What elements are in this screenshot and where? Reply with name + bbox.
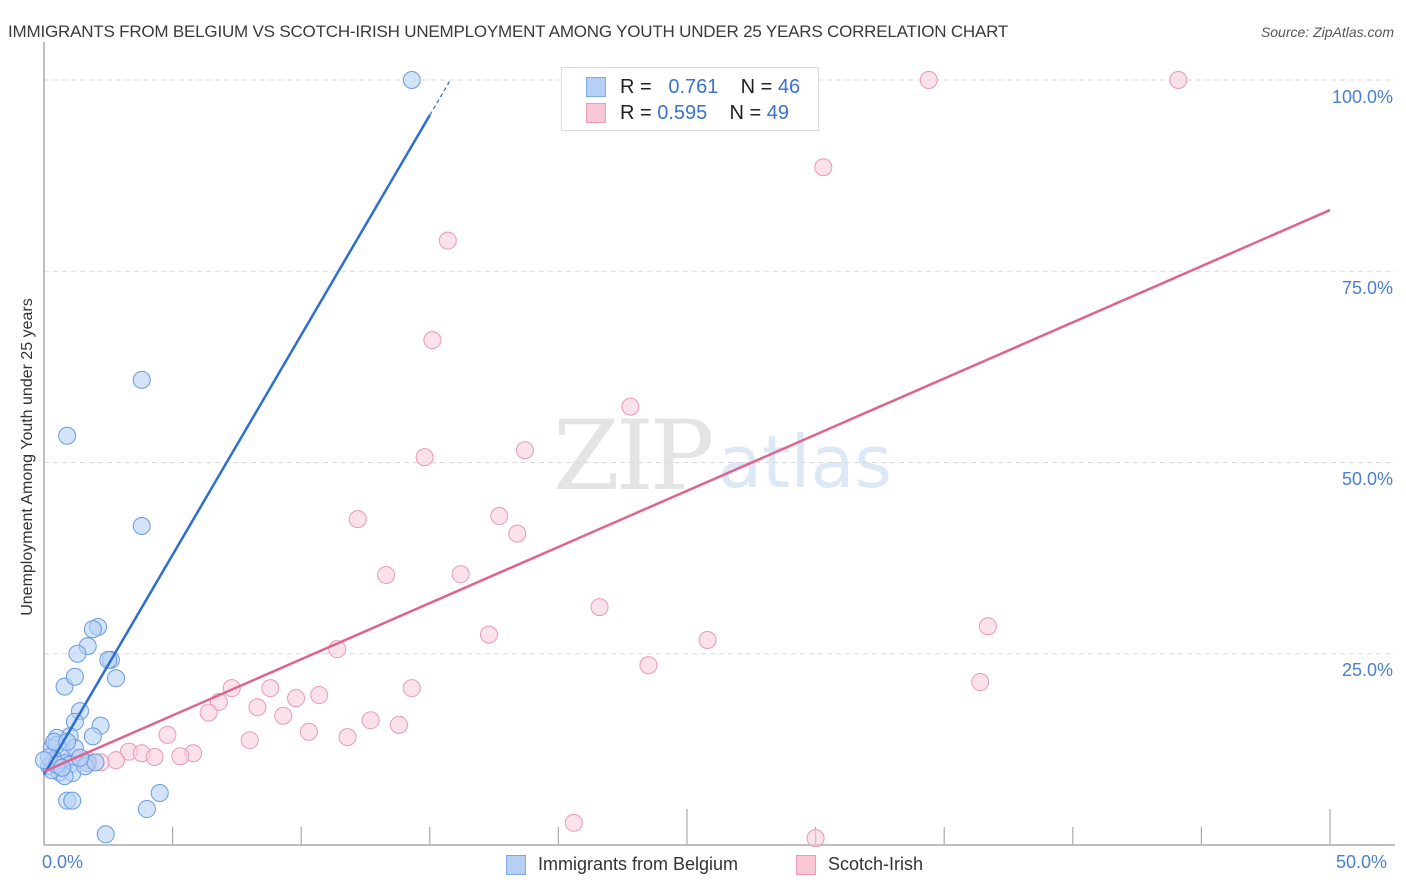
legend-label: Immigrants from Belgium bbox=[538, 854, 739, 874]
y-tick-25: 25.0% bbox=[1341, 660, 1393, 680]
data-point bbox=[415, 448, 434, 467]
legend-swatch-blue bbox=[506, 854, 526, 875]
legend-item-scotch-irish[interactable]: Scotch-Irish bbox=[796, 854, 923, 875]
y-tick-100: 100.0% bbox=[1331, 87, 1393, 107]
data-point bbox=[698, 630, 717, 649]
data-point bbox=[274, 706, 293, 725]
data-point bbox=[132, 516, 151, 535]
scotch-irish-points bbox=[42, 71, 1188, 848]
data-point bbox=[806, 829, 825, 848]
data-point bbox=[199, 703, 218, 722]
data-point bbox=[58, 426, 77, 445]
belgium-trend-extension bbox=[429, 79, 451, 116]
source-link[interactable]: Source: ZipAtlas.com bbox=[1260, 24, 1394, 40]
data-point bbox=[919, 71, 938, 89]
data-point bbox=[96, 825, 115, 844]
data-point bbox=[508, 524, 527, 543]
data-point bbox=[423, 331, 442, 350]
data-point bbox=[402, 679, 421, 698]
series-legend: Immigrants from Belgium Scotch-Irish bbox=[0, 852, 1406, 878]
data-point bbox=[65, 667, 84, 686]
legend-swatch-blue bbox=[586, 77, 606, 97]
data-point bbox=[63, 791, 82, 810]
data-point bbox=[639, 656, 658, 675]
data-point bbox=[361, 711, 380, 730]
data-point bbox=[402, 71, 421, 89]
data-point bbox=[621, 397, 640, 416]
axes bbox=[43, 42, 1395, 846]
data-point bbox=[261, 679, 280, 698]
data-point bbox=[158, 725, 177, 744]
data-point bbox=[132, 370, 151, 389]
data-point bbox=[564, 813, 583, 832]
data-point bbox=[86, 753, 105, 772]
n-label: N = bbox=[740, 75, 773, 98]
data-point bbox=[490, 507, 509, 526]
x-tick-0: 0.0% bbox=[42, 852, 84, 872]
data-point bbox=[145, 748, 164, 767]
legend-swatch-pink bbox=[796, 854, 816, 875]
data-point bbox=[348, 510, 367, 529]
legend-item-belgium[interactable]: Immigrants from Belgium bbox=[506, 854, 738, 875]
data-point bbox=[377, 565, 396, 584]
data-point bbox=[299, 722, 318, 741]
data-point bbox=[438, 231, 457, 250]
r-label: R = bbox=[620, 101, 652, 124]
data-point bbox=[240, 731, 259, 750]
data-point bbox=[83, 727, 102, 746]
y-tick-50: 50.0% bbox=[1341, 469, 1393, 489]
data-point bbox=[310, 686, 329, 705]
y-axis-label: Unemployment Among Youth under 25 years bbox=[19, 298, 36, 616]
legend-label: Scotch-Irish bbox=[828, 854, 924, 874]
data-point bbox=[479, 625, 498, 644]
belgium-trend-line bbox=[42, 114, 431, 776]
data-point bbox=[590, 598, 609, 617]
data-point bbox=[971, 673, 990, 692]
n-label: N = bbox=[729, 101, 762, 124]
data-point bbox=[150, 783, 169, 802]
data-point bbox=[814, 158, 833, 177]
legend-swatch-pink bbox=[586, 103, 606, 123]
belgium-points bbox=[35, 71, 421, 844]
y-tick-75: 75.0% bbox=[1341, 278, 1393, 298]
legend-row-belgium: R = 0.761 N = 46 bbox=[586, 75, 800, 99]
n-value: 49 bbox=[766, 101, 790, 124]
watermark-zip: ZIP bbox=[553, 400, 714, 512]
chart-title: IMMIGRANTS FROM BELGIUM VS SCOTCH-IRISH … bbox=[8, 22, 1009, 41]
data-point bbox=[515, 441, 534, 460]
data-point bbox=[171, 747, 190, 766]
data-point bbox=[68, 644, 87, 663]
data-point bbox=[137, 800, 156, 819]
data-point bbox=[107, 751, 126, 770]
trend-lines bbox=[42, 79, 1331, 776]
gridlines bbox=[44, 79, 1395, 655]
r-label: R = bbox=[620, 75, 652, 98]
data-point bbox=[107, 669, 126, 688]
legend-row-scotch-irish: R = 0.595 N = 49 bbox=[586, 101, 789, 125]
data-point bbox=[389, 715, 408, 734]
data-point bbox=[248, 698, 267, 717]
data-point bbox=[978, 617, 997, 636]
x-tick-50: 50.0% bbox=[1336, 852, 1388, 872]
data-point bbox=[287, 689, 306, 708]
scotch-irish-trend-line bbox=[43, 208, 1331, 773]
correlation-legend: R = 0.761 N = 46 R = 0.595 N = 49 bbox=[561, 67, 819, 131]
r-value: 0.595 bbox=[657, 101, 708, 124]
data-point bbox=[83, 620, 102, 639]
r-value: 0.761 bbox=[668, 75, 719, 98]
data-point bbox=[451, 565, 470, 584]
n-value: 46 bbox=[777, 75, 801, 98]
data-point bbox=[338, 728, 357, 747]
data-point bbox=[1169, 71, 1188, 89]
